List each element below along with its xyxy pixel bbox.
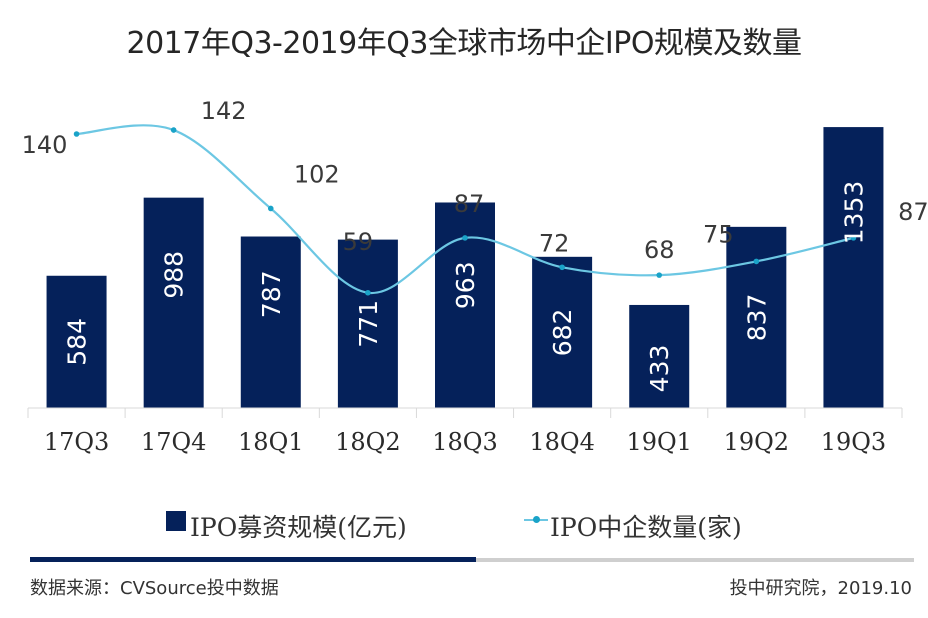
line-layer	[73, 124, 857, 296]
line-swatch-icon	[524, 514, 548, 526]
bar	[532, 256, 593, 408]
bar	[143, 197, 204, 408]
line-value-label: 87	[454, 190, 485, 218]
bar-value-label: 584	[63, 318, 92, 366]
line-point	[73, 131, 80, 137]
credit-note: 投中研究院，2019.10	[729, 578, 912, 599]
line-value-label: 102	[294, 160, 340, 188]
line-point	[753, 258, 760, 265]
bar	[629, 304, 690, 408]
bar-value-label: 682	[548, 309, 577, 357]
bar	[823, 127, 884, 408]
bar-value-label: 988	[160, 251, 189, 299]
line-value-label: 59	[343, 228, 374, 256]
x-tick-label: 18Q4	[529, 428, 594, 456]
line-value-label: 142	[201, 97, 247, 125]
labels-layer: 584 17Q3 988 17Q4 787 18Q1 771 18Q2 963 18Q3 682 18…	[22, 97, 928, 456]
line-series-path	[76, 124, 854, 294]
x-tick-label: 19Q2	[724, 428, 789, 456]
bar-value-label: 1353	[839, 181, 868, 245]
legend-bar-label: IPO募资规模(亿元)	[190, 513, 407, 542]
bar	[240, 236, 301, 408]
footer-divider-light	[476, 558, 914, 562]
x-tick-label: 17Q3	[44, 428, 109, 456]
bar	[337, 239, 398, 408]
line-point	[656, 272, 663, 278]
line-point	[850, 235, 857, 241]
line-value-label: 75	[703, 220, 734, 248]
bar-value-label: 433	[645, 345, 674, 393]
x-tick-label: 19Q3	[821, 428, 886, 456]
line-point	[267, 205, 274, 212]
x-tick-label: 18Q3	[432, 428, 497, 456]
footer-divider-dark	[30, 557, 476, 562]
x-tick-label: 17Q4	[141, 428, 206, 456]
bar	[46, 275, 107, 408]
legend-line-label: IPO中企数量(家)	[550, 513, 742, 542]
bar-value-label: 787	[257, 270, 286, 318]
line-value-label: 68	[644, 236, 675, 264]
line-value-label: 72	[539, 229, 570, 257]
bar-swatch-icon	[166, 511, 186, 531]
legend-item-line: IPO中企数量(家)	[524, 508, 742, 544]
line-point	[365, 289, 371, 296]
line-value-label: 87	[898, 198, 928, 226]
x-tick-label: 18Q1	[238, 428, 303, 456]
line-point	[559, 264, 565, 271]
legend-item-bar: IPO募资规模(亿元)	[166, 508, 407, 544]
source-note: 数据来源：CVSource投中数据	[30, 578, 279, 599]
line-point	[170, 127, 177, 133]
chart-title: 2017年Q3-2019年Q3全球市场中企IPO规模及数量	[126, 26, 802, 61]
x-tick-label: 19Q1	[626, 428, 691, 456]
x-tick-label: 18Q2	[335, 428, 400, 456]
line-value-label: 140	[22, 131, 68, 159]
bar-value-label: 837	[742, 294, 771, 342]
bar-value-label: 963	[451, 261, 480, 309]
chart-canvas: 584 17Q3 988 17Q4 787 18Q1 771 18Q2 963 18Q3 682 18…	[22, 97, 928, 456]
bar-value-label: 771	[354, 300, 383, 348]
bars-layer	[46, 127, 884, 408]
x-axis	[27, 407, 903, 418]
line-point	[462, 235, 468, 241]
legend: IPO募资规模(亿元) IPO中企数量(家)	[0, 508, 928, 548]
